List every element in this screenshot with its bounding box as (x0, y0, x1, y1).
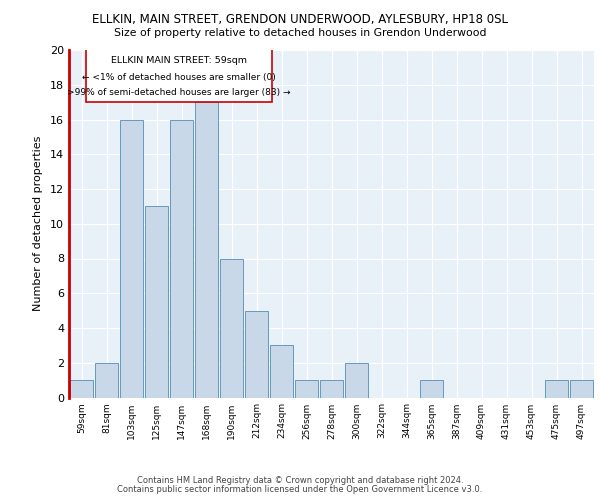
Bar (120, 120, 143, 398)
Text: ELLKIN, MAIN STREET, GRENDON UNDERWOOD, AYLESBURY, HP18 0SL: ELLKIN, MAIN STREET, GRENDON UNDERWOOD, … (92, 12, 508, 26)
Bar (270, 346, 293, 398)
Text: Contains public sector information licensed under the Open Government Licence v3: Contains public sector information licen… (118, 485, 482, 494)
Bar (220, 258, 243, 398)
Bar (70, 380, 93, 398)
Bar (320, 380, 343, 398)
Bar (95, 363, 118, 398)
Bar (145, 206, 168, 398)
FancyBboxPatch shape (86, 49, 271, 102)
Bar (570, 380, 593, 398)
Text: Size of property relative to detached houses in Grendon Underwood: Size of property relative to detached ho… (114, 28, 486, 38)
Bar (295, 380, 318, 398)
Bar (170, 120, 193, 398)
Text: >99% of semi-detached houses are larger (83) →: >99% of semi-detached houses are larger … (67, 88, 290, 97)
Text: ELLKIN MAIN STREET: 59sqm: ELLKIN MAIN STREET: 59sqm (111, 56, 247, 65)
Bar (245, 310, 268, 398)
Y-axis label: Number of detached properties: Number of detached properties (33, 136, 43, 312)
Text: ← <1% of detached houses are smaller (0): ← <1% of detached houses are smaller (0) (82, 72, 275, 82)
Text: Contains HM Land Registry data © Crown copyright and database right 2024.: Contains HM Land Registry data © Crown c… (137, 476, 463, 485)
Bar (195, 102, 218, 398)
Bar (345, 363, 368, 398)
Bar (420, 380, 443, 398)
Bar (545, 380, 568, 398)
